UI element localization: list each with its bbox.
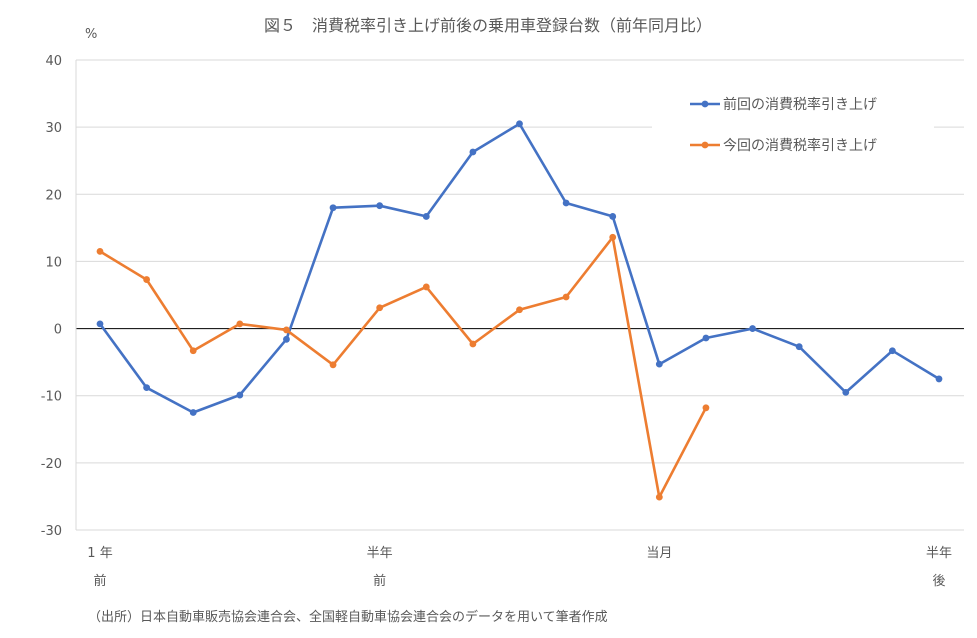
data-point <box>283 326 290 334</box>
data-point <box>189 347 197 355</box>
x-axis-tick-labels: 1 年前 半年前 当月 半年後 <box>87 546 952 589</box>
data-point <box>562 293 570 301</box>
data-point <box>516 120 523 128</box>
x-tick-label: 1 年 <box>87 546 112 561</box>
y-axis-tick-labels: 40 30 20 10 0 -10 -20 -30 <box>41 54 62 539</box>
data-point <box>422 213 430 220</box>
data-point <box>189 409 197 416</box>
y-axis-unit-label: % <box>85 27 97 42</box>
data-point <box>329 361 337 369</box>
data-point <box>562 199 570 207</box>
data-point <box>236 320 244 328</box>
data-point <box>143 384 151 392</box>
data-point <box>888 347 896 355</box>
legend-label: 前回の消費税率引き上げ <box>723 96 877 113</box>
data-point <box>143 276 151 283</box>
y-tick-label: 10 <box>45 255 62 270</box>
y-tick-label: -10 <box>41 390 62 405</box>
chart-title: 図５ 消費税率引き上げ前後の乗用車登録台数（前年同月比） <box>264 16 712 35</box>
data-point <box>422 283 430 291</box>
y-tick-label: 0 <box>54 323 62 338</box>
y-tick-label: 40 <box>45 54 62 69</box>
x-tick-label-sub: 前 <box>93 573 106 589</box>
y-tick-label: 20 <box>45 188 62 203</box>
data-point <box>749 325 756 332</box>
x-tick-label: 半年 <box>367 546 393 561</box>
data-point <box>329 204 337 212</box>
legend-swatch-marker <box>701 141 709 149</box>
data-point <box>283 335 290 343</box>
data-point <box>655 360 663 368</box>
series-line-2 <box>98 236 708 499</box>
gridlines <box>75 59 964 531</box>
data-point <box>702 404 710 412</box>
y-tick-label: -30 <box>41 524 62 539</box>
series-line-1 <box>98 122 941 414</box>
legend-box <box>652 84 934 166</box>
data-point <box>236 391 244 399</box>
x-tick-label: 半年 <box>926 546 952 561</box>
data-point <box>609 233 617 241</box>
data-point <box>702 334 710 342</box>
data-point <box>516 306 523 314</box>
x-tick-label: 当月 <box>646 546 672 561</box>
y-tick-label: -20 <box>41 457 62 472</box>
data-point <box>842 388 850 396</box>
x-tick-label-sub: 後 <box>932 574 945 589</box>
data-point <box>609 213 617 220</box>
data-point <box>376 202 384 210</box>
series-lines <box>96 120 943 501</box>
data-point <box>795 343 803 351</box>
data-point <box>655 493 663 501</box>
data-point <box>96 320 104 328</box>
data-point <box>96 247 104 255</box>
source-note: （出所）日本自動車販売協会連合会、全国軽自動車協会連合会のデータを用いて筆者作成 <box>88 609 608 625</box>
data-point <box>469 148 477 156</box>
y-tick-label: 30 <box>45 121 62 136</box>
legend-swatch-marker <box>701 100 709 108</box>
data-point <box>935 375 943 383</box>
data-point <box>376 304 384 312</box>
legend-label: 今回の消費税率引き上げ <box>723 137 877 154</box>
data-point <box>469 340 477 348</box>
x-tick-label-sub: 前 <box>373 573 386 589</box>
